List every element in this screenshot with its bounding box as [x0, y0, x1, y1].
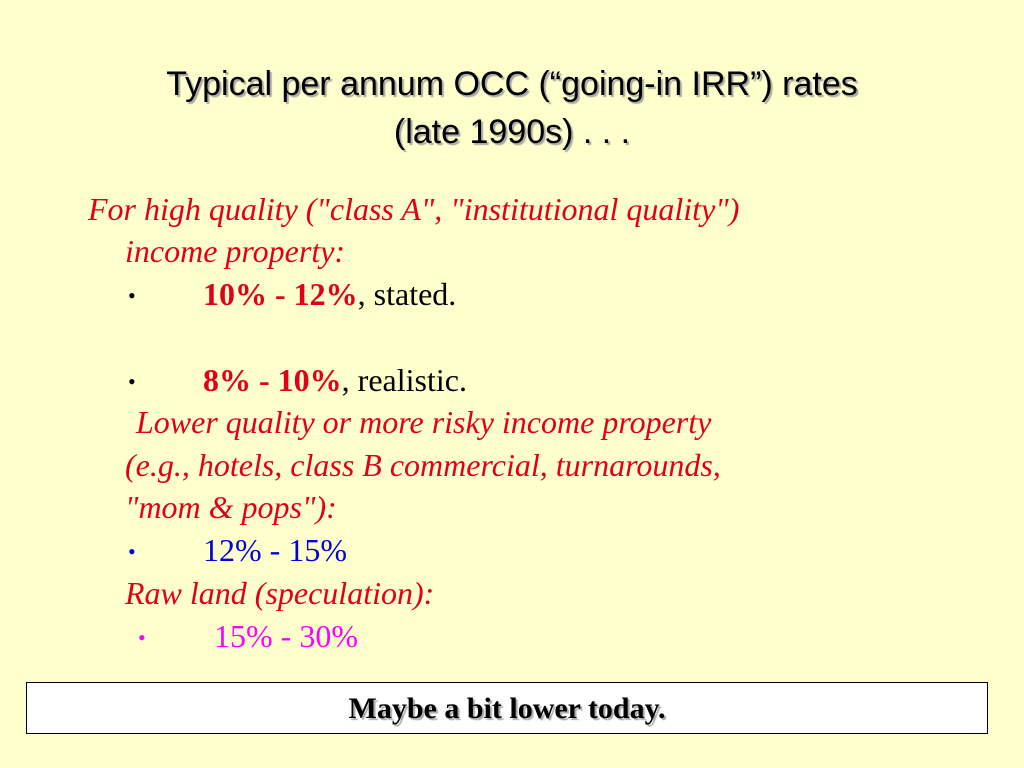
lower-quality-rate: 12% - 15% — [203, 532, 347, 568]
bullet-icon: • — [128, 369, 136, 394]
bullet-icon: • — [128, 283, 136, 308]
footer-note-box: Maybe a bit lower today. — [26, 682, 988, 734]
bullet-icon: • — [138, 625, 146, 650]
footer-note: Maybe a bit lower today. — [348, 692, 666, 725]
slide-title: Typical per annum OCC (“going-in IRR”) r… — [0, 60, 1024, 156]
realistic-suffix: , realistic. — [341, 362, 467, 398]
raw-land-heading: Raw land (speculation): — [125, 575, 435, 611]
high-quality-heading-line-1: For high quality ("class A", "institutio… — [88, 191, 740, 227]
lower-quality-heading-line-3: "mom & pops"): — [125, 489, 337, 525]
bullet-icon: • — [128, 539, 136, 564]
slide-title-line-2: (late 1990s) . . . — [393, 113, 631, 151]
raw-land-rate: 15% - 30% — [214, 618, 358, 654]
realistic-rate: 8% - 10% — [203, 362, 342, 398]
stated-rate: 10% - 12% — [203, 276, 358, 312]
stated-suffix: , stated. — [357, 276, 457, 312]
lower-quality-heading-line-2: (e.g., hotels, class B commercial, turna… — [125, 447, 721, 483]
lower-quality-heading-line-1: Lower quality or more risky income prope… — [136, 404, 712, 440]
slide-title-line-1: Typical per annum OCC (“going-in IRR”) r… — [166, 65, 858, 103]
high-quality-heading-line-2: income property: — [125, 233, 346, 269]
